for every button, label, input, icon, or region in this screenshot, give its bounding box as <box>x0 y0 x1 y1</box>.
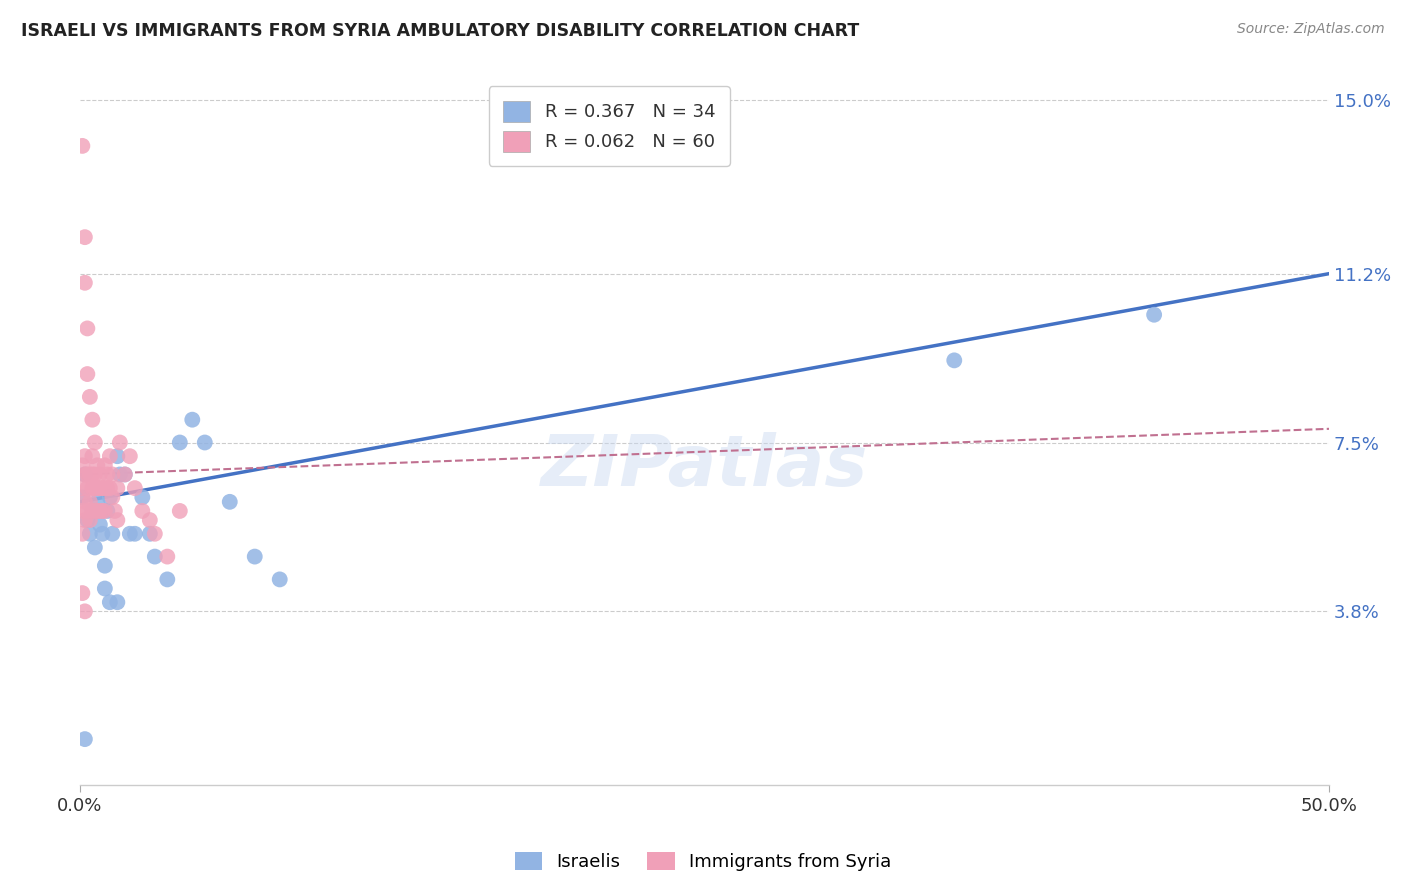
Point <box>89 467 111 482</box>
Point <box>72 490 94 504</box>
Point <box>76 367 98 381</box>
Point <box>82 504 104 518</box>
Point <box>96 504 118 518</box>
Point <box>83 467 105 482</box>
Point <box>94 458 117 473</box>
Point <box>98 449 121 463</box>
Point <box>86 481 108 495</box>
Point <box>105 513 128 527</box>
Text: Source: ZipAtlas.com: Source: ZipAtlas.com <box>1237 22 1385 37</box>
Point <box>105 595 128 609</box>
Point <box>82 504 104 518</box>
Point <box>76 321 98 335</box>
Point <box>73 495 96 509</box>
Point <box>73 467 96 482</box>
Legend: R = 0.367   N = 34, R = 0.062   N = 60: R = 0.367 N = 34, R = 0.062 N = 60 <box>489 87 730 166</box>
Point <box>131 504 153 518</box>
Point <box>94 504 117 518</box>
Point <box>89 517 111 532</box>
Point <box>79 467 101 482</box>
Point <box>98 595 121 609</box>
Point <box>104 504 127 518</box>
Point <box>218 495 240 509</box>
Point <box>131 490 153 504</box>
Point <box>169 435 191 450</box>
Point <box>269 573 291 587</box>
Point <box>105 481 128 495</box>
Point <box>82 481 104 495</box>
Point <box>91 504 114 518</box>
Point <box>82 449 104 463</box>
Text: ZIPatlas: ZIPatlas <box>541 432 868 501</box>
Point <box>73 276 96 290</box>
Point <box>73 230 96 244</box>
Point <box>73 467 96 482</box>
Point <box>118 526 141 541</box>
Point <box>96 467 118 482</box>
Point <box>194 435 217 450</box>
Point <box>156 573 179 587</box>
Point <box>83 504 105 518</box>
Point <box>143 549 166 564</box>
Point <box>98 490 121 504</box>
Point <box>72 586 94 600</box>
Point <box>72 481 94 495</box>
Point <box>1143 308 1166 322</box>
Point <box>94 558 117 573</box>
Point <box>143 526 166 541</box>
Point <box>86 458 108 473</box>
Point <box>76 481 98 495</box>
Point <box>82 467 104 482</box>
Point <box>79 495 101 509</box>
Point <box>108 467 131 482</box>
Point <box>86 495 108 509</box>
Legend: Israelis, Immigrants from Syria: Israelis, Immigrants from Syria <box>508 845 898 879</box>
Point <box>73 513 96 527</box>
Point <box>169 504 191 518</box>
Point <box>124 481 146 495</box>
Point <box>83 435 105 450</box>
Point <box>72 504 94 518</box>
Point <box>118 449 141 463</box>
Point <box>114 467 136 482</box>
Point <box>91 481 114 495</box>
Point <box>79 513 101 527</box>
Point <box>76 513 98 527</box>
Point <box>76 467 98 482</box>
Point <box>124 526 146 541</box>
Point <box>82 413 104 427</box>
Point <box>72 139 94 153</box>
Point <box>108 435 131 450</box>
Point <box>83 541 105 555</box>
Point <box>101 526 124 541</box>
Point <box>83 481 105 495</box>
Point <box>73 449 96 463</box>
Point <box>91 526 114 541</box>
Point <box>86 504 108 518</box>
Point <box>79 526 101 541</box>
Point <box>89 481 111 495</box>
Point <box>98 481 121 495</box>
Point <box>114 467 136 482</box>
Point <box>76 504 98 518</box>
Point <box>101 467 124 482</box>
Point <box>943 353 966 368</box>
Point <box>156 549 179 564</box>
Point <box>94 582 117 596</box>
Point <box>139 513 162 527</box>
Point <box>139 526 162 541</box>
Point <box>243 549 266 564</box>
Point <box>73 604 96 618</box>
Point <box>181 413 204 427</box>
Point <box>89 504 111 518</box>
Point <box>101 490 124 504</box>
Point <box>79 390 101 404</box>
Point <box>72 458 94 473</box>
Point <box>72 526 94 541</box>
Point <box>73 732 96 747</box>
Text: ISRAELI VS IMMIGRANTS FROM SYRIA AMBULATORY DISABILITY CORRELATION CHART: ISRAELI VS IMMIGRANTS FROM SYRIA AMBULAT… <box>21 22 859 40</box>
Point <box>105 449 128 463</box>
Point <box>94 481 117 495</box>
Point <box>96 481 118 495</box>
